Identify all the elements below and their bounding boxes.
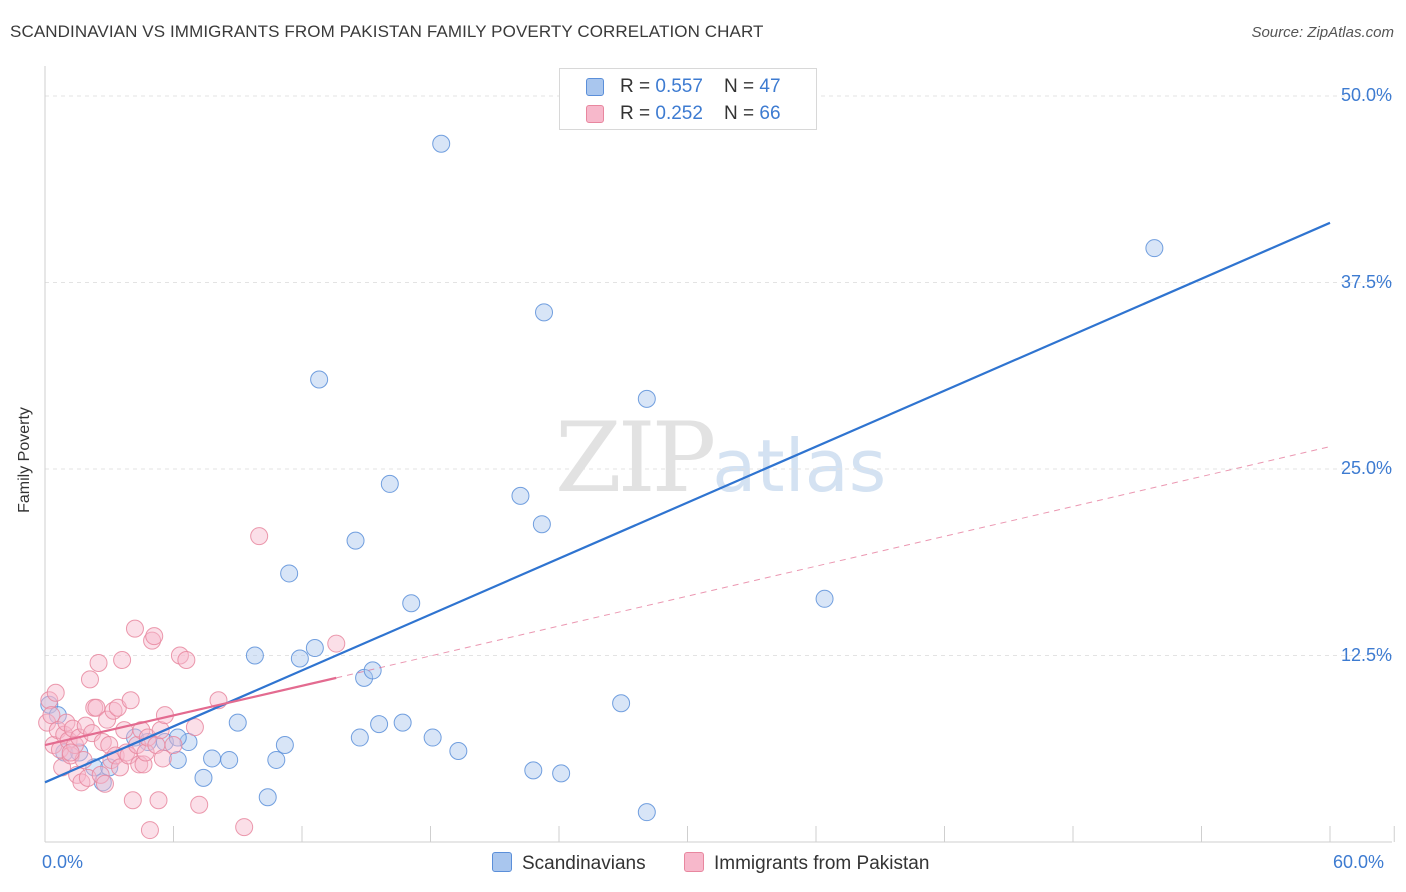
scandinavian-point xyxy=(524,761,543,780)
pakistan-point xyxy=(132,721,151,740)
y-tick-label: 12.5% xyxy=(1340,644,1392,665)
scandinavian-point xyxy=(280,564,299,583)
legend-stat-text: R = 0.557 N = 47 xyxy=(620,76,781,97)
scandinavian-point xyxy=(194,768,213,787)
pakistan-point xyxy=(136,743,155,762)
pakistan-point xyxy=(91,765,110,784)
scandinavian-point xyxy=(380,474,399,493)
scandinavian-point xyxy=(267,750,286,769)
pakistan-point xyxy=(250,527,269,546)
x-tick-max: 60.0% xyxy=(1333,852,1385,872)
grid-lines xyxy=(45,95,1392,656)
pakistan-point xyxy=(123,791,142,810)
pakistan-point xyxy=(153,749,172,768)
scandinavian-point xyxy=(350,728,369,747)
pakistan-point xyxy=(145,627,164,646)
pakistan-point xyxy=(121,691,140,710)
pakistan-point xyxy=(177,650,196,669)
pakistan-point xyxy=(89,653,108,672)
pakistan-point xyxy=(164,736,183,755)
scandinavian-point xyxy=(432,134,451,153)
legend-item-pakistan: Immigrants from Pakistan xyxy=(684,852,929,875)
pakistan-point xyxy=(190,795,209,814)
y-tick-label: 37.5% xyxy=(1340,271,1392,292)
scandinavian-point xyxy=(228,713,247,732)
scandinavian-point xyxy=(305,639,324,658)
scandinavian-point xyxy=(346,531,365,550)
axes xyxy=(44,66,1395,843)
pakistan-point xyxy=(113,650,132,669)
pakistan-point xyxy=(40,691,59,710)
pakistan-point xyxy=(76,716,95,735)
pakistan-point xyxy=(115,721,134,740)
x-tick-min: 0.0% xyxy=(42,852,84,872)
data-points xyxy=(38,87,1164,840)
legend-swatch-blue xyxy=(492,852,512,872)
legend-item-scandinavians: Scandinavians xyxy=(492,852,646,875)
legend-stat-text: R = 0.252 N = 66 xyxy=(620,103,781,124)
scandinavian-point xyxy=(612,694,631,713)
scandinavian-point xyxy=(511,486,530,505)
scandinavian-point xyxy=(449,741,468,760)
scandinavian-point xyxy=(168,750,187,769)
source-label: Source: ZipAtlas.com xyxy=(1251,24,1394,41)
legend-swatch-blue xyxy=(586,78,604,96)
scandinavian-trend-line xyxy=(44,221,1331,784)
correlation-legend: R = 0.557 N = 47 R = 0.252 N = 66 xyxy=(559,68,817,130)
scandinavian-point xyxy=(552,764,571,783)
scandinavian-point xyxy=(310,370,329,389)
scandinavian-point xyxy=(637,803,656,822)
pakistan-point xyxy=(134,755,153,774)
chart-title: SCANDINAVIAN VS IMMIGRANTS FROM PAKISTAN… xyxy=(10,22,764,41)
trend-lines xyxy=(44,221,1331,784)
scandinavian-point xyxy=(245,646,264,665)
watermark: ZIPatlas xyxy=(555,402,886,514)
pakistan-point xyxy=(87,698,106,717)
scandinavian-point xyxy=(179,733,198,752)
legend-swatch-pink xyxy=(684,852,704,872)
pakistan-point xyxy=(149,791,168,810)
pakistan-point xyxy=(140,821,159,840)
pakistan-point xyxy=(125,619,144,638)
scandinavian-point xyxy=(363,661,382,680)
pakistan-point xyxy=(61,743,80,762)
scandinavian-point xyxy=(258,788,277,807)
pakistan-point xyxy=(95,774,114,793)
watermark-atlas: atlas xyxy=(712,424,887,508)
pakistan-point xyxy=(42,706,61,725)
pakistan-point xyxy=(130,755,149,774)
scandinavian-point xyxy=(637,389,656,408)
scandinavian-point xyxy=(220,750,239,769)
watermark-zip: ZIP xyxy=(555,402,716,514)
scandinavian-point xyxy=(532,515,551,534)
scandinavian-point xyxy=(393,713,412,732)
scandinavian-point xyxy=(402,594,421,613)
pakistan-trend-line-dashed xyxy=(336,446,1331,679)
pakistan-point xyxy=(185,718,204,737)
scandinavian-point xyxy=(275,736,294,755)
pakistan-point xyxy=(327,634,346,653)
scandinavian-point xyxy=(535,303,554,322)
scandinavian-point xyxy=(370,715,389,734)
scandinavian-point xyxy=(290,649,309,668)
scandinavian-point xyxy=(203,749,222,768)
pakistan-trend-line-solid xyxy=(44,676,337,747)
scandinavian-point xyxy=(815,589,834,608)
pakistan-point xyxy=(46,683,65,702)
legend-swatch-pink xyxy=(586,105,604,123)
pakistan-point xyxy=(235,818,254,837)
scandinavian-point xyxy=(1145,239,1164,258)
y-tick-label: 25.0% xyxy=(1340,458,1392,478)
y-tick-label: 50.0% xyxy=(1340,85,1392,105)
pakistan-point xyxy=(80,670,99,689)
scandinavian-point xyxy=(423,728,442,747)
pakistan-point xyxy=(98,710,117,729)
